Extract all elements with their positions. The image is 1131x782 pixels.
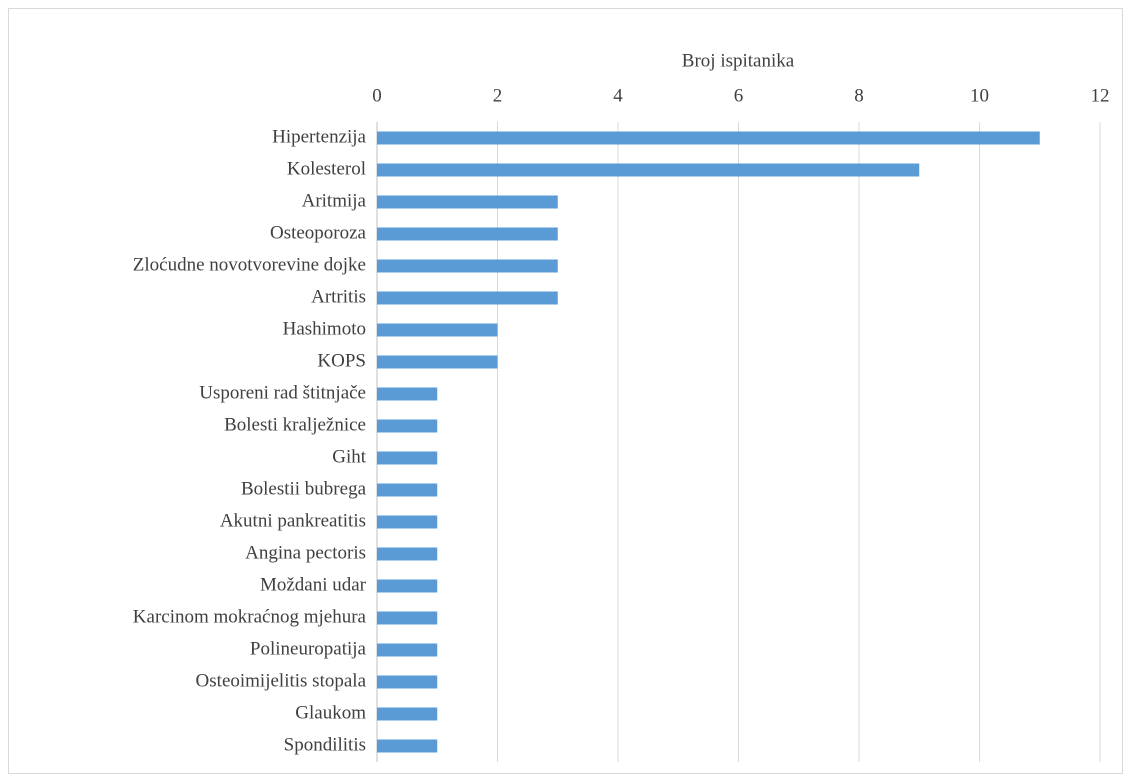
y-tick-label: Angina pectoris	[245, 542, 366, 563]
y-tick-label: Karcinom mokraćnog mjehura	[133, 606, 367, 627]
y-tick-label: Hipertenzija	[272, 126, 366, 147]
bar	[377, 643, 438, 657]
bar	[377, 675, 438, 689]
bar	[377, 483, 438, 497]
bar	[377, 291, 558, 305]
bar	[377, 707, 438, 721]
x-tick-label: 2	[493, 85, 503, 106]
y-tick-label: Osteoporoza	[270, 222, 367, 243]
bar	[377, 323, 498, 337]
y-tick-label: Akutni pankreatitis	[220, 510, 366, 531]
y-tick-label: Glaukom	[295, 702, 366, 723]
bar	[377, 195, 558, 209]
bar	[377, 259, 558, 273]
bar	[377, 515, 438, 529]
x-tick-label: 8	[854, 85, 864, 106]
bar	[377, 611, 438, 625]
bar	[377, 387, 438, 401]
bar	[377, 227, 558, 241]
bar	[377, 547, 438, 561]
y-tick-label: Polineuropatija	[250, 638, 367, 659]
bar	[377, 355, 498, 369]
y-tick-label: Aritmija	[302, 190, 367, 211]
y-tick-label: Bolesti kralježnice	[224, 414, 366, 435]
bar	[377, 419, 438, 433]
x-tick-label: 0	[372, 85, 382, 106]
x-tick-label: 10	[970, 85, 989, 106]
chart-frame	[8, 8, 1123, 774]
y-tick-label: Artritis	[311, 286, 366, 307]
bar	[377, 579, 438, 593]
bar	[377, 163, 920, 177]
x-tick-label: 12	[1091, 85, 1110, 106]
x-axis-title: Broj ispitanika	[682, 50, 795, 71]
y-tick-label: Zloćudne novotvorevine dojke	[133, 254, 366, 275]
y-tick-label: Spondilitis	[284, 734, 366, 755]
x-tick-label: 6	[734, 85, 744, 106]
y-tick-label: KOPS	[317, 350, 366, 371]
bar	[377, 451, 438, 465]
y-tick-label: Hashimoto	[283, 318, 366, 339]
y-tick-label: Osteoimijelitis stopala	[196, 670, 367, 691]
y-tick-label: Kolesterol	[287, 158, 366, 179]
y-tick-label: Giht	[332, 446, 367, 467]
x-tick-label: 4	[613, 85, 623, 106]
bar	[377, 131, 1040, 145]
y-tick-label: Usporeni rad štitnjače	[199, 382, 366, 403]
y-tick-label: Bolestii bubrega	[241, 478, 367, 499]
bar	[377, 739, 438, 753]
y-tick-label: Moždani udar	[260, 574, 367, 595]
